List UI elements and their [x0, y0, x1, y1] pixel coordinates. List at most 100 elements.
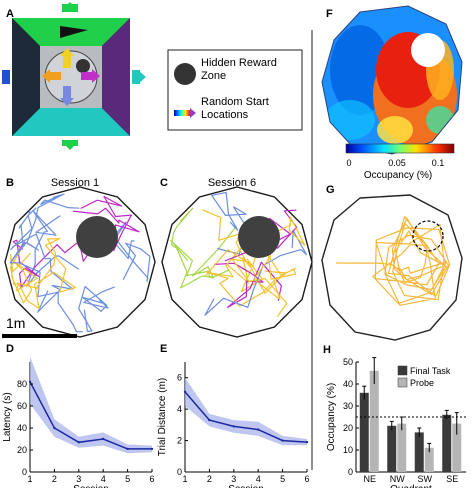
label-line: Hidden Reward — [201, 57, 277, 69]
swim-path — [214, 261, 282, 308]
series-line — [184, 391, 308, 443]
data-point — [77, 441, 81, 444]
y-tick-label: 40 — [343, 379, 353, 389]
swim-path — [9, 210, 83, 333]
reward-zone — [76, 216, 118, 258]
x-axis-label: Session — [228, 484, 264, 488]
y-tick-label: 0 — [177, 467, 182, 477]
colorbar-label: Occupancy (%) — [364, 170, 432, 181]
y-tick-label: 20 — [343, 423, 353, 433]
data-point — [102, 437, 105, 441]
distance-chart: 1 2 3 4 5 6 0 2 4 6 Session Trial Distance (m) — [157, 362, 310, 488]
y-tick-label: 20 — [17, 445, 27, 455]
session1-arena — [4, 186, 156, 338]
panel-label-b: B — [6, 177, 14, 189]
y-tick-label: 40 — [17, 423, 27, 433]
colorbar-tick: 0 — [346, 158, 351, 168]
y-tick-label: 50 — [343, 357, 353, 367]
probe-arena — [321, 194, 463, 341]
x-tick-label: 6 — [304, 474, 309, 484]
legend-reward-marker — [174, 63, 196, 85]
data-point — [183, 390, 187, 394]
data-point — [53, 426, 56, 430]
heatmap-colorbar: 0 0.05 0.1 Occupancy (%) — [345, 143, 455, 181]
x-tick-label: SW — [418, 474, 433, 484]
x-tick-label: 6 — [149, 474, 154, 484]
swim-path — [17, 238, 77, 310]
quadrant-bar-chart: NE NW SW SE 0 10 20 30 40 50 Quadrant Occupancy (%)… — [326, 357, 466, 488]
latency-chart: 123456020406080SessionLatency (s) — [2, 356, 155, 488]
panel-label-a: A — [6, 8, 14, 20]
x-tick-label: 2 — [207, 474, 212, 484]
x-tick-label: 5 — [280, 474, 285, 484]
reward-zone — [238, 216, 280, 258]
x-tick-label: 4 — [101, 474, 106, 484]
panel-label-e: E — [160, 343, 167, 355]
panel-label-g: G — [326, 184, 335, 196]
swim-path — [204, 230, 307, 316]
arena-wall — [4, 186, 156, 338]
data-point — [232, 425, 235, 428]
swim-path — [9, 193, 80, 263]
panel-label-h: H — [323, 344, 331, 356]
y-tick-label: 0 — [348, 467, 353, 477]
x-tick-label: 2 — [52, 474, 57, 484]
probe-reward-zone — [412, 220, 444, 252]
y-axis-label: Trial Distance (m) — [157, 378, 168, 457]
y-tick-label: 10 — [343, 445, 353, 455]
y-tick-label: 6 — [177, 373, 182, 383]
x-axis-label: Quadrant — [390, 484, 432, 488]
x-axis-label: Session — [73, 484, 109, 488]
data-point — [257, 428, 260, 431]
y-axis-label: Latency (s) — [2, 392, 13, 441]
probe-swim-path — [335, 215, 451, 306]
maze-legend: Hidden Reward Zone Random Start Locations — [167, 49, 303, 131]
data-point — [150, 447, 154, 451]
swim-path — [170, 207, 230, 289]
data-point — [28, 380, 32, 383]
swim-path — [72, 195, 140, 252]
data-point — [305, 440, 309, 444]
y-axis-label: Occupancy (%) — [326, 383, 337, 451]
swim-path — [26, 210, 80, 287]
x-tick-label: 3 — [231, 474, 236, 484]
legend-reward-label: Hidden Reward Zone — [201, 57, 277, 82]
swim-path — [10, 207, 74, 313]
panel-label-f: F — [326, 8, 333, 20]
session6-title: Session 6 — [208, 177, 256, 189]
maze-illustration — [2, 2, 146, 150]
y-tick-label: 80 — [17, 379, 27, 389]
swim-path — [112, 221, 151, 282]
panel-label-d: D — [6, 343, 14, 355]
label-line: Locations — [201, 109, 249, 121]
x-tick-label: NW — [390, 474, 405, 484]
x-tick-label: SE — [446, 474, 458, 484]
bar — [397, 423, 407, 472]
legend-start-label: Random Start Locations — [201, 96, 269, 121]
legend-swatch — [397, 365, 408, 376]
y-tick-label: 2 — [177, 436, 182, 446]
y-tick-label: 4 — [177, 404, 182, 414]
x-tick-label: 4 — [256, 474, 261, 484]
legend-swatch — [397, 377, 408, 388]
legend-label: Probe — [410, 378, 434, 388]
bar — [424, 447, 434, 472]
session1-title: Session 1 — [51, 177, 99, 189]
swim-path — [170, 225, 237, 279]
scale-bar-label: 1m — [6, 315, 25, 331]
legend-label: Final Task — [410, 366, 451, 376]
data-point — [281, 439, 284, 442]
error-band — [30, 356, 152, 454]
colorbar-tick: 0.1 — [432, 158, 445, 168]
swim-path — [78, 285, 116, 332]
error-band — [185, 377, 307, 446]
series-line — [29, 381, 152, 450]
y-tick-label: 0 — [22, 467, 27, 477]
x-tick-label: NE — [363, 474, 376, 484]
legend-start-marker — [174, 110, 192, 116]
bar — [387, 425, 397, 472]
x-tick-label: 3 — [76, 474, 81, 484]
x-tick-label: 1 — [27, 474, 32, 484]
session6-arena — [161, 186, 313, 338]
